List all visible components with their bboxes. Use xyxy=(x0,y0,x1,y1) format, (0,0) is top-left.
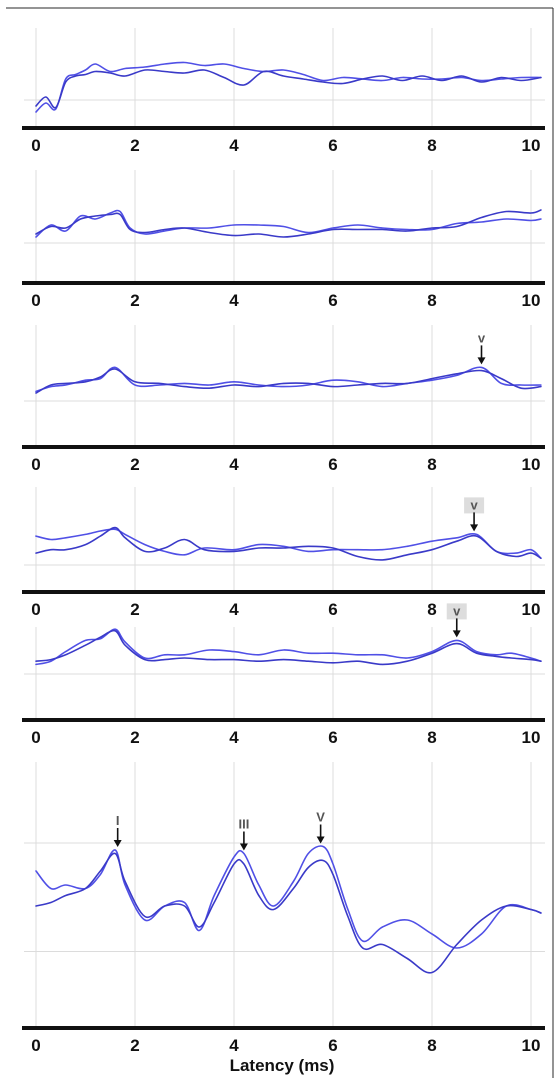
waveform-panel-1: 0 2 4 6 8 10 xyxy=(22,28,545,155)
waveform-panel-2: 0 2 4 6 8 10 xyxy=(22,170,545,310)
x-tick-label-4: 4 xyxy=(229,728,239,747)
trace-1 xyxy=(35,628,542,666)
x-tick-label-2: 2 xyxy=(130,728,139,747)
x-tick-label-6: 6 xyxy=(328,291,337,310)
x-tick-label-4: 4 xyxy=(229,1036,239,1055)
trace-1 xyxy=(35,209,542,238)
x-tick-label-2: 2 xyxy=(130,600,139,619)
trace-2 xyxy=(35,69,542,109)
peak-label-V-3: V xyxy=(316,810,325,825)
peak-label-box-v xyxy=(446,603,467,620)
trace-1 xyxy=(35,61,542,113)
trace-2 xyxy=(35,368,542,394)
x-tick-label-4: 4 xyxy=(229,600,239,619)
x-tick-label-4: 4 xyxy=(229,455,239,474)
x-tick-label-6: 6 xyxy=(328,136,337,155)
x-tick-label-6: 6 xyxy=(328,728,337,747)
peak-label-v-1: v xyxy=(453,603,461,618)
x-tick-label-0: 0 xyxy=(31,455,40,474)
trace-2 xyxy=(35,852,542,974)
trace-2 xyxy=(35,209,542,238)
peak-label-I-1: I xyxy=(116,813,120,828)
x-tick-label-10: 10 xyxy=(522,600,541,619)
x-tick-label-10: 10 xyxy=(522,291,541,310)
trace-2 xyxy=(35,629,542,666)
x-tick-label-2: 2 xyxy=(130,455,139,474)
x-tick-label-0: 0 xyxy=(31,1036,40,1055)
x-tick-label-0: 0 xyxy=(31,600,40,619)
x-tick-label-4: 4 xyxy=(229,291,239,310)
trace-2 xyxy=(35,526,542,561)
x-tick-label-0: 0 xyxy=(31,728,40,747)
x-tick-label-10: 10 xyxy=(522,1036,541,1055)
peak-label-v-1: v xyxy=(478,330,486,345)
waveform-panel-3: v 0 2 4 6 8 10 xyxy=(22,325,545,474)
x-tick-label-8: 8 xyxy=(427,600,436,619)
peak-arrowhead-III xyxy=(239,843,248,851)
x-tick-label-8: 8 xyxy=(427,728,436,747)
x-tick-label-8: 8 xyxy=(427,1036,436,1055)
x-tick-label-10: 10 xyxy=(522,136,541,155)
peak-arrowhead-v xyxy=(470,524,479,532)
x-tick-label-10: 10 xyxy=(522,728,541,747)
peak-label-III-2: III xyxy=(238,817,249,832)
x-axis-title: Latency (ms) xyxy=(230,1056,335,1075)
waveform-panel-4: v 0 2 4 6 8 10 xyxy=(22,487,545,619)
waveform-panel-5: v 0 2 4 6 8 10 xyxy=(22,603,545,747)
peak-arrowhead-I xyxy=(113,840,122,847)
trace-1 xyxy=(35,528,542,559)
peak-label-v-1: v xyxy=(470,497,478,512)
x-tick-label-4: 4 xyxy=(229,136,239,155)
x-tick-label-6: 6 xyxy=(328,455,337,474)
x-tick-label-2: 2 xyxy=(130,136,139,155)
x-tick-label-6: 6 xyxy=(328,1036,337,1055)
peak-arrowhead-v xyxy=(452,630,461,638)
peak-arrowhead-v xyxy=(477,357,486,365)
x-tick-label-2: 2 xyxy=(130,291,139,310)
x-tick-label-10: 10 xyxy=(522,455,541,474)
peak-arrowhead-V xyxy=(316,836,325,844)
x-tick-label-0: 0 xyxy=(31,136,40,155)
x-tick-label-8: 8 xyxy=(427,136,436,155)
x-tick-label-6: 6 xyxy=(328,600,337,619)
trace-1 xyxy=(35,366,542,393)
x-tick-label-8: 8 xyxy=(427,455,436,474)
x-tick-label-2: 2 xyxy=(130,1036,139,1055)
trace-1 xyxy=(35,845,542,949)
x-tick-label-8: 8 xyxy=(427,291,436,310)
x-tick-label-0: 0 xyxy=(31,291,40,310)
peak-label-box-v xyxy=(464,497,485,514)
